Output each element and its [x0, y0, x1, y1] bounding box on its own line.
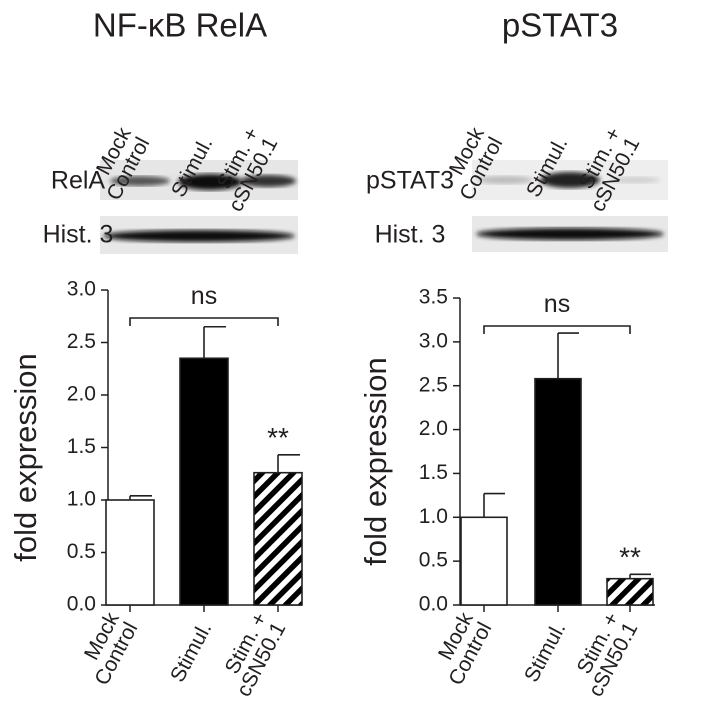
y-tick-label: 0.5	[419, 549, 448, 572]
y-tick-label: 3.0	[419, 329, 448, 352]
y-tick-label: 1.0	[419, 505, 448, 528]
y-axis-label: fold expression	[8, 353, 43, 562]
x-tick-label-line: Stimul.	[520, 619, 570, 686]
blot-label: pSTAT3	[366, 167, 454, 195]
bracket-label: ns	[191, 282, 217, 310]
y-tick-label: 1.5	[419, 461, 448, 484]
x-tick-label: MockControl	[426, 608, 497, 689]
x-tick-label: Stim. +cSN50.1	[214, 609, 291, 701]
blot-label: Hist. 3	[375, 221, 446, 249]
bar	[606, 577, 654, 606]
y-tick-label: 0.0	[67, 593, 96, 616]
chart-title: NF-κB RelA	[93, 7, 267, 44]
significance-bracket	[129, 317, 279, 326]
bracket-label: ns	[544, 290, 570, 318]
y-tick-label: 3.5	[419, 286, 448, 309]
significance-bracket	[483, 325, 631, 334]
y-tick-label: 0.0	[419, 593, 448, 616]
x-tick-label-line: Stimul.	[166, 619, 216, 686]
blot-label: RelA	[51, 167, 106, 195]
bar	[105, 499, 155, 606]
x-tick-label: Stimul.	[520, 619, 570, 686]
y-tick-label: 0.5	[67, 540, 96, 563]
x-tick-label: Stim. +cSN50.1	[566, 609, 643, 701]
bar	[460, 516, 508, 606]
blot-images	[100, 160, 668, 254]
y-tick-label: 2.0	[419, 417, 448, 440]
y-tick-label: 2.5	[67, 330, 96, 353]
bar	[253, 471, 303, 606]
y-tick-label: 3.0	[67, 278, 96, 301]
y-tick-label: 2.5	[419, 373, 448, 396]
x-tick-label: Stimul.	[166, 619, 216, 686]
y-tick-label: 1.0	[67, 488, 96, 511]
chart-title: pSTAT3	[502, 7, 618, 44]
y-axis-label: fold expression	[358, 357, 393, 566]
y-tick-label: 1.5	[67, 435, 96, 458]
x-tick-label: MockControl	[72, 608, 143, 689]
bar	[534, 377, 582, 606]
y-tick-label: 2.0	[67, 383, 96, 406]
bar	[179, 357, 229, 606]
blot-label: Hist. 3	[43, 221, 114, 249]
significance-label: **	[267, 422, 289, 453]
significance-label: **	[619, 541, 641, 572]
